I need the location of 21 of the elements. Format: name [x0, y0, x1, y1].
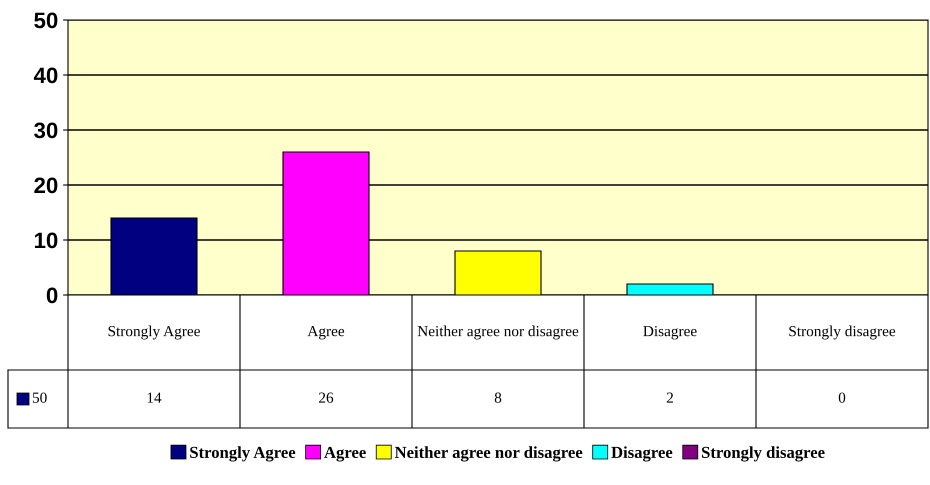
y-tick-label: 20 — [34, 178, 58, 194]
y-tick-label: 50 — [34, 12, 58, 28]
data-label: 14 — [148, 392, 162, 403]
x-tick-label: Disagree — [643, 326, 697, 340]
x-tick-label: Neither agree nor disagree — [418, 326, 578, 340]
y-tick-label: 40 — [34, 68, 58, 84]
data-label: 8 — [494, 392, 502, 403]
x-tick-label: Strongly Agree — [108, 326, 200, 340]
data-label: 26 — [319, 392, 334, 403]
x-tick-label: Agree — [307, 326, 344, 340]
data-label: 0 — [838, 392, 846, 403]
y-tick-label: 30 — [34, 122, 58, 138]
data-label: 2 — [666, 392, 673, 403]
category-label: Disagree — [611, 446, 672, 462]
x-tick-label: Strongly disagree — [789, 326, 896, 340]
category-label: Neither agree nor disagree — [394, 446, 582, 462]
y-tick-label: 0 — [46, 288, 58, 304]
category-label: Agree — [324, 446, 366, 462]
y-tick-label: 10 — [34, 232, 58, 248]
category-label: Strongly Agree — [190, 446, 296, 462]
category-label: Strongly disagree — [702, 446, 825, 462]
